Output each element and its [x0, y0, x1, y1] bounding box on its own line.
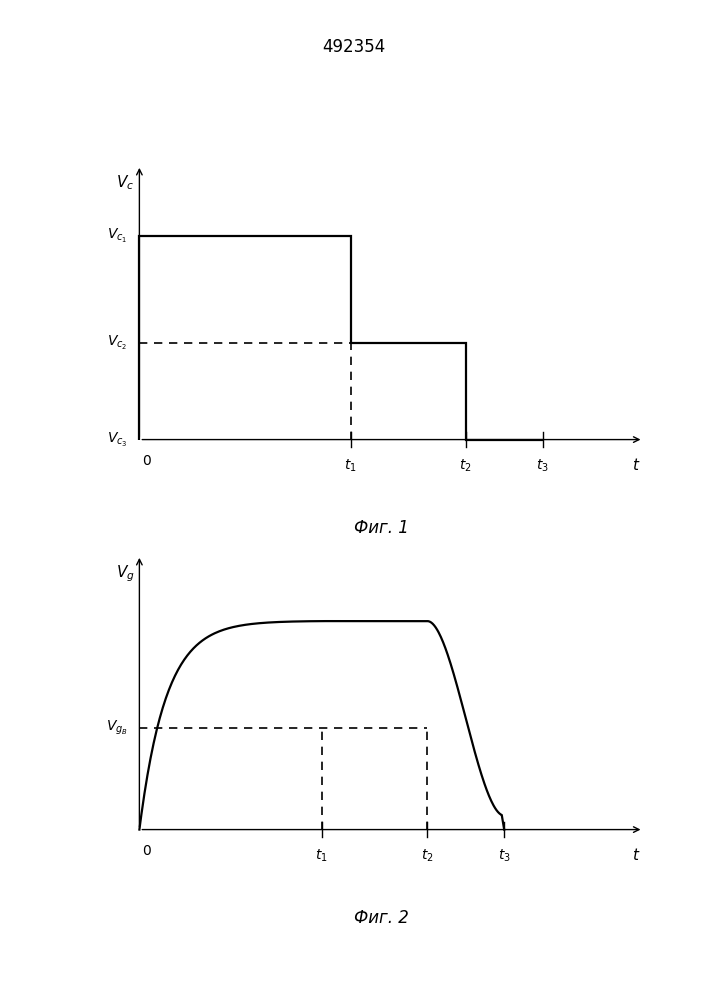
Text: Фиг. 2: Фиг. 2 [354, 909, 409, 927]
Text: $t_2$: $t_2$ [460, 457, 472, 474]
Text: $t_1$: $t_1$ [344, 457, 357, 474]
Text: $V_c$: $V_c$ [117, 173, 134, 192]
Text: $t$: $t$ [632, 847, 641, 863]
Text: $V_{g_B}$: $V_{g_B}$ [105, 719, 127, 737]
Text: $t_3$: $t_3$ [536, 457, 549, 474]
Text: $V_{c_3}$: $V_{c_3}$ [107, 431, 127, 449]
Text: 0: 0 [142, 844, 151, 858]
Text: 492354: 492354 [322, 38, 385, 56]
Text: $V_{c_1}$: $V_{c_1}$ [107, 227, 127, 245]
Text: $V_{c_2}$: $V_{c_2}$ [107, 334, 127, 352]
Text: $t_2$: $t_2$ [421, 847, 433, 864]
Text: $t_3$: $t_3$ [498, 847, 510, 864]
Text: $V_g$: $V_g$ [116, 563, 134, 584]
Text: $t$: $t$ [632, 457, 641, 473]
Text: Фиг. 1: Фиг. 1 [354, 519, 409, 537]
Text: 0: 0 [142, 454, 151, 468]
Text: $t_1$: $t_1$ [315, 847, 328, 864]
